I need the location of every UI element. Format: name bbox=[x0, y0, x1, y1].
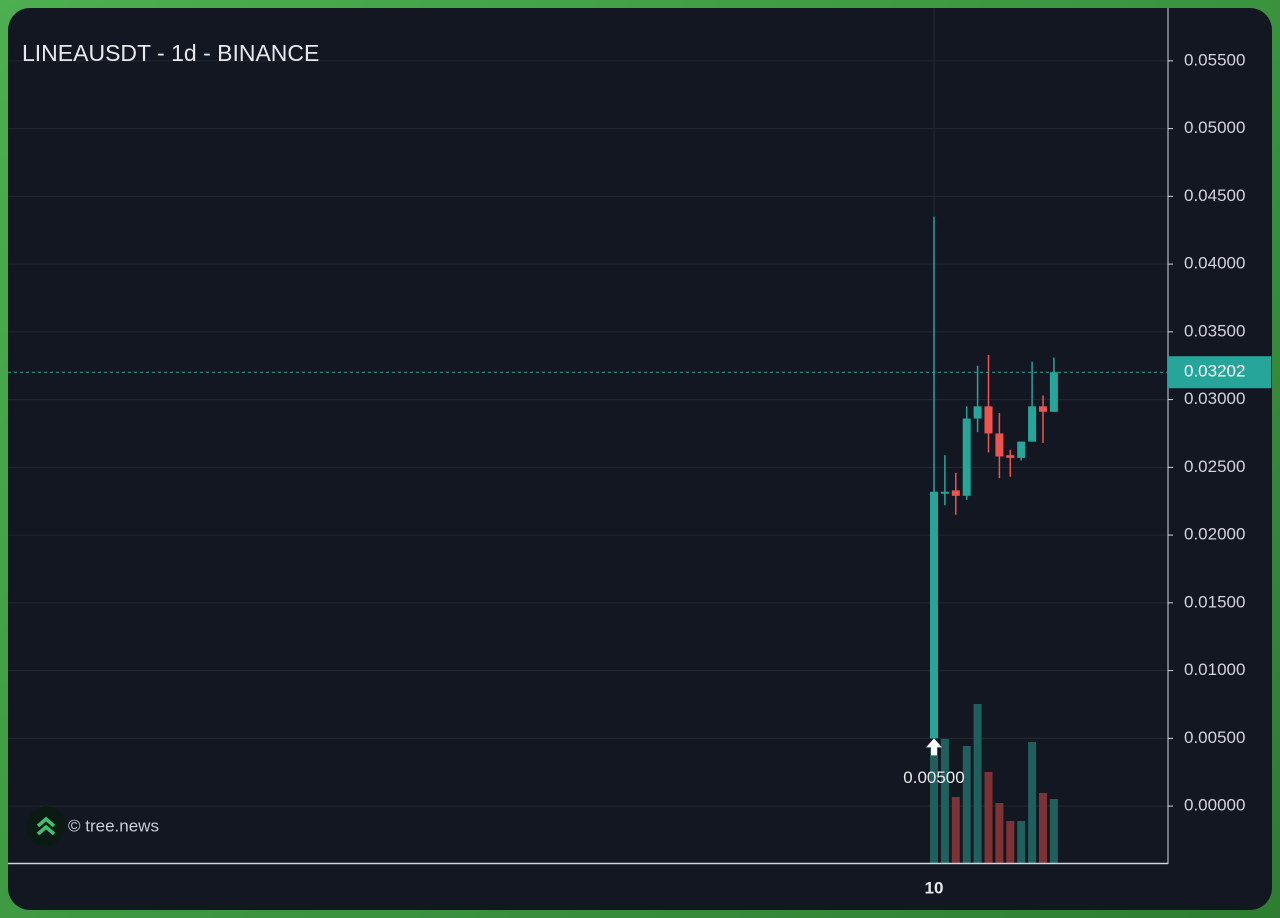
chart-title: LINEAUSDT - 1d - BINANCE bbox=[22, 40, 319, 66]
y-tick-label: 0.02500 bbox=[1184, 457, 1245, 476]
marks bbox=[930, 216, 1058, 863]
candle-body bbox=[940, 491, 949, 494]
y-tick-label: 0.03000 bbox=[1184, 389, 1245, 408]
candle-body bbox=[951, 490, 960, 496]
last-price-label: 0.03202 bbox=[1184, 362, 1245, 381]
y-tick-label: 0.05000 bbox=[1184, 118, 1245, 137]
x-tick-label: 10 bbox=[925, 878, 944, 897]
volume-bar bbox=[962, 746, 971, 863]
y-tick-label: 0.04000 bbox=[1184, 254, 1245, 273]
panel bbox=[8, 8, 1272, 910]
candle-body bbox=[930, 491, 938, 739]
y-tick-label: 0.04500 bbox=[1184, 186, 1245, 205]
volume-bar bbox=[1006, 821, 1015, 863]
volume-bar bbox=[984, 772, 993, 863]
volume-bar bbox=[1017, 821, 1026, 863]
volume-bar bbox=[973, 704, 982, 863]
y-tick-label: 0.02000 bbox=[1184, 525, 1245, 544]
volume-bar bbox=[940, 739, 949, 863]
watermark: © tree.news bbox=[68, 816, 159, 835]
y-tick-label: 0.01000 bbox=[1184, 660, 1245, 679]
volume-bar bbox=[995, 803, 1004, 863]
volume-bar bbox=[951, 797, 960, 863]
candle-body bbox=[1049, 372, 1058, 412]
y-tick-label: 0.03500 bbox=[1184, 321, 1245, 340]
candle-body bbox=[1017, 441, 1026, 458]
y-tick-label: 0.01500 bbox=[1184, 592, 1245, 611]
y-tick-label: 0.00000 bbox=[1184, 796, 1245, 815]
candle-body bbox=[1006, 455, 1015, 458]
volume-bar bbox=[1039, 793, 1047, 863]
y-tick-label: 0.00500 bbox=[1184, 728, 1245, 747]
volume-bar bbox=[1028, 742, 1037, 863]
y-tick-label: 0.05500 bbox=[1184, 50, 1245, 69]
candle-body bbox=[1039, 406, 1047, 412]
volume-bar bbox=[1049, 799, 1058, 863]
candle-body bbox=[995, 433, 1004, 457]
candle-body bbox=[962, 418, 971, 496]
volume-bar bbox=[930, 746, 938, 863]
candle-body bbox=[984, 406, 993, 434]
logo-icon bbox=[36, 816, 56, 836]
candle-body bbox=[1028, 406, 1037, 442]
candle-body bbox=[973, 406, 982, 419]
annotation-label: 0.00500 bbox=[903, 768, 964, 787]
last-price-box bbox=[1168, 356, 1271, 389]
annotation-arrow bbox=[926, 738, 942, 756]
